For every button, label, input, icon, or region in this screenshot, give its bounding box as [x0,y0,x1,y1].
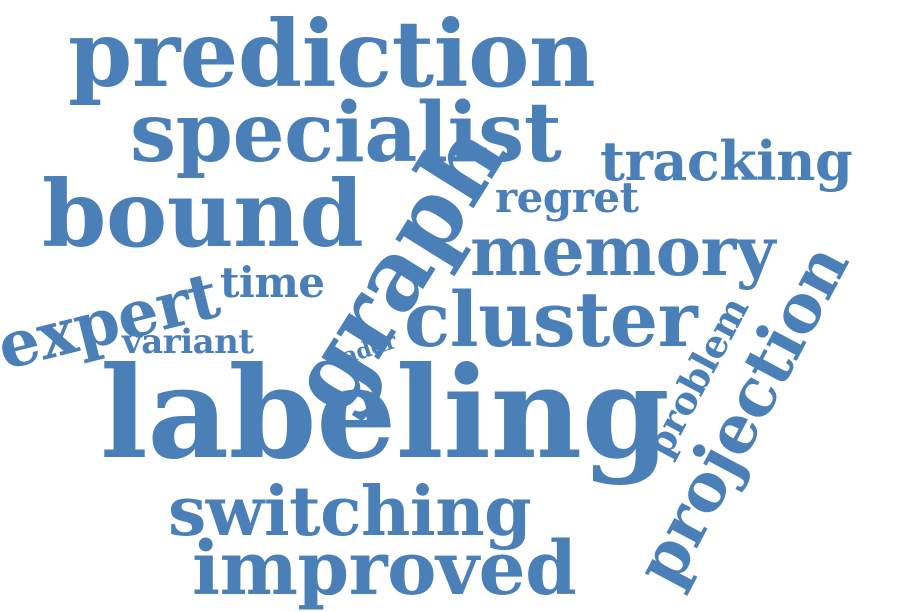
word-prediction: prediction [68,0,596,108]
word-tracking: tracking [600,129,853,193]
word-cluster: cluster [404,275,698,364]
word-specialist: specialist [130,85,562,181]
word-time: time [220,258,325,307]
word-improved: improved [192,526,577,612]
word-regret: regret [495,173,639,222]
word-labeling: labeling [100,339,670,487]
word-bound: bound [42,160,364,268]
word-memory: memory [470,212,775,292]
word-switching: switching [168,472,532,552]
word-variant: variant [122,322,254,362]
